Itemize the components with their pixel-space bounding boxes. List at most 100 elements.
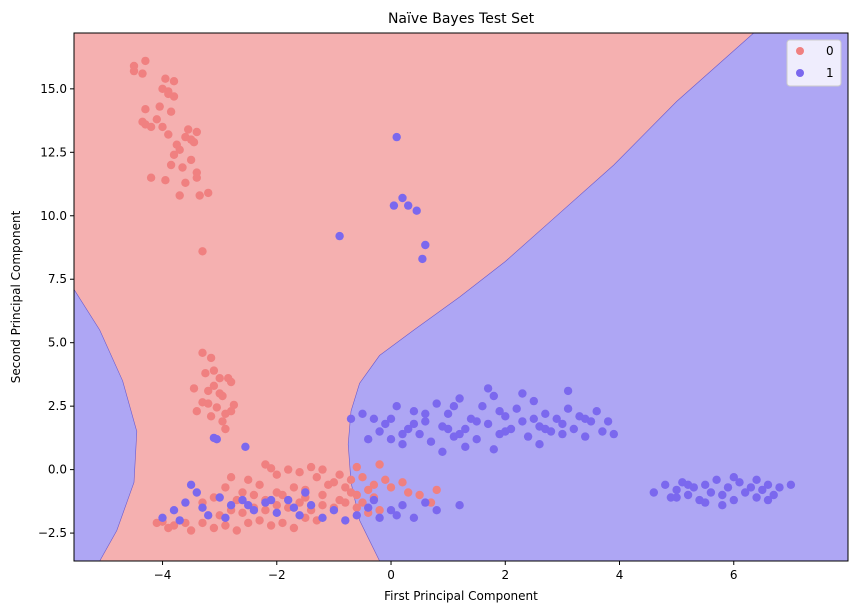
point-class-0 [175,145,184,154]
point-class-1 [341,516,350,525]
y-tick-label: 2.5 [48,399,67,413]
x-tick-label: 0 [387,568,395,582]
y-tick-label: −2.5 [38,526,67,540]
point-class-0 [212,403,221,412]
point-class-1 [398,429,407,439]
point-class-0 [161,176,170,185]
point-class-1 [478,402,487,411]
point-class-0 [204,386,213,396]
point-class-1 [386,506,396,515]
point-class-1 [421,240,430,250]
point-class-1 [529,414,538,423]
point-class-1 [461,424,470,434]
y-tick-label: 0.0 [48,463,67,477]
point-class-0 [166,160,176,170]
point-class-1 [598,427,607,436]
point-class-0 [272,501,281,510]
point-class-1 [752,475,761,484]
x-tick-label: 6 [730,568,738,582]
point-class-1 [306,501,316,510]
point-class-1 [386,414,396,423]
point-class-1 [649,488,658,497]
point-class-1 [489,445,498,454]
point-class-0 [289,523,299,533]
point-class-0 [318,465,327,474]
point-class-1 [563,404,573,413]
point-class-1 [249,506,259,515]
point-class-0 [166,107,176,116]
point-class-0 [206,353,216,363]
point-class-0 [398,478,407,487]
point-class-0 [226,377,236,387]
point-class-0 [226,407,236,416]
region-class-1-left [74,288,138,561]
point-class-1 [421,409,430,418]
point-class-0 [369,480,379,489]
point-class-0 [278,490,287,500]
point-class-1 [318,513,327,522]
point-class-1 [398,501,407,510]
x-tick-label: −2 [268,568,286,582]
point-class-0 [141,56,150,66]
point-class-0 [272,470,281,479]
point-class-0 [226,473,236,482]
point-class-1 [295,511,304,520]
point-class-0 [169,77,179,86]
point-class-1 [375,427,384,436]
region-class-1-right [347,33,848,561]
point-class-1 [244,501,253,510]
point-class-1 [404,424,413,434]
point-class-0 [255,516,264,525]
point-class-0 [364,485,373,495]
point-class-0 [404,488,413,497]
point-class-0 [192,168,201,177]
point-class-1 [723,483,733,492]
point-class-1 [204,511,213,520]
point-class-1 [569,424,578,434]
point-class-1 [175,516,184,525]
point-class-1 [221,513,230,522]
point-class-1 [763,480,773,489]
y-tick-label: 10.0 [40,209,67,223]
point-class-0 [375,460,384,469]
point-class-1 [418,254,427,264]
point-class-1 [415,429,424,439]
point-class-1 [563,386,573,396]
point-class-1 [335,231,344,241]
point-class-1 [392,132,401,142]
y-tick-label: 5.0 [48,336,67,350]
point-class-0 [318,501,327,510]
point-class-1 [752,493,761,502]
point-class-1 [741,488,750,497]
point-class-0 [278,518,287,528]
point-class-0 [198,398,207,407]
point-class-1 [472,417,481,426]
point-class-0 [184,125,193,134]
point-class-1 [758,485,767,495]
point-class-0 [432,485,441,495]
point-class-1 [523,432,533,441]
point-class-1 [786,480,796,489]
point-class-0 [181,132,190,142]
point-class-1 [241,442,250,451]
point-class-0 [198,247,207,256]
point-class-1 [609,429,618,439]
point-class-1 [421,498,430,507]
point-class-1 [512,404,521,413]
point-class-0 [192,127,201,137]
point-class-1 [226,501,236,510]
point-class-1 [369,414,379,423]
point-class-1 [449,402,459,411]
point-class-0 [209,493,219,502]
point-class-0 [266,521,276,530]
point-class-1 [558,419,567,429]
point-class-0 [158,122,167,132]
point-class-1 [443,409,453,418]
point-class-0 [381,475,390,484]
point-class-0 [169,150,179,159]
point-class-1 [386,435,396,444]
point-class-1 [495,407,504,416]
data-points [129,56,796,535]
point-class-0 [358,498,367,507]
